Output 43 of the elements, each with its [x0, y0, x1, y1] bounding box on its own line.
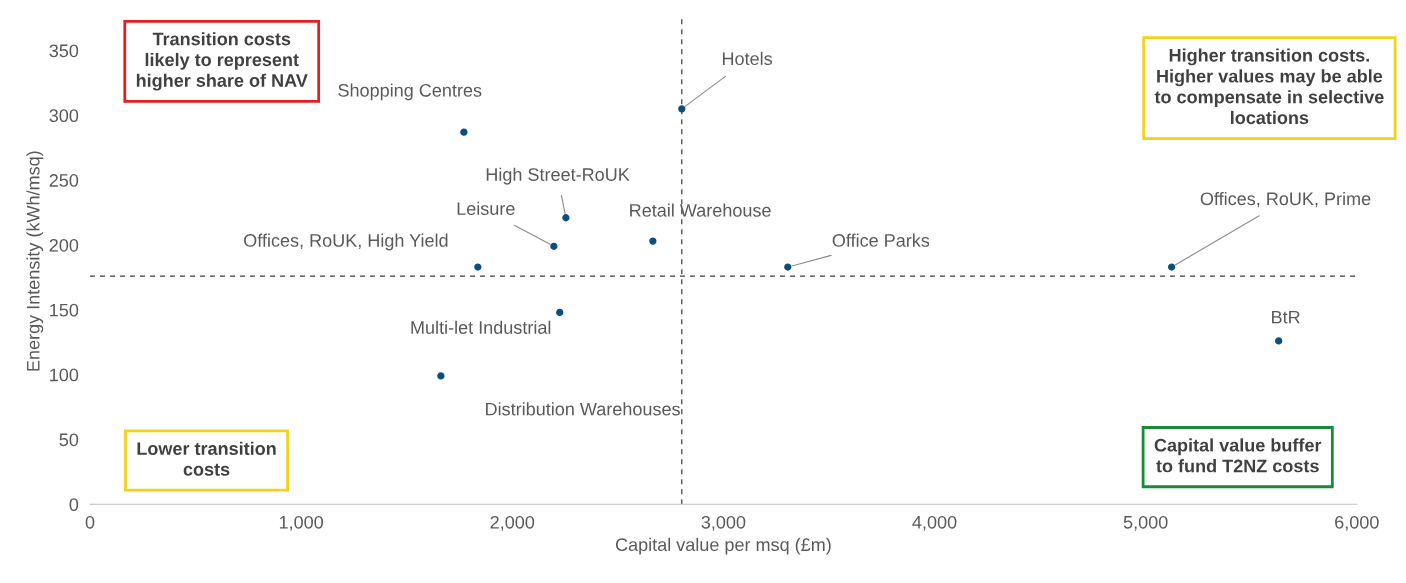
- y-tick-label: 150: [50, 303, 79, 317]
- y-tick-label: 350: [49, 44, 79, 58]
- x-tick-label: 3,000: [701, 515, 746, 531]
- y-tick-label: 100: [50, 368, 79, 382]
- y-tick-label: 50: [59, 433, 79, 447]
- annotation: Capital value buffer to fund T2NZ costs: [1154, 438, 1322, 473]
- point: [437, 372, 445, 380]
- point: [649, 237, 657, 245]
- annotation: Multi-let Industrial: [411, 320, 551, 334]
- x-axis-title: Capital value per msq (£m): [615, 537, 831, 555]
- y-tick-label: 0: [69, 498, 79, 512]
- x-tick-label: 4,000: [912, 515, 957, 531]
- annotation: Leisure: [457, 201, 515, 216]
- annotation: Shopping Centres: [338, 83, 482, 101]
- annotation: Retail Warehouse: [630, 203, 771, 217]
- x-tick-label: 2,000: [490, 515, 535, 531]
- point: [562, 214, 570, 222]
- point: [1167, 263, 1176, 271]
- annotation: Transition costs likely to represent higher share of NAV: [136, 32, 308, 91]
- point: [556, 308, 564, 317]
- point: [1275, 337, 1283, 345]
- x-tick-label: 0: [85, 515, 95, 529]
- point: [784, 263, 792, 271]
- x-tick-label: 5,000: [1123, 515, 1168, 531]
- point: [678, 105, 686, 113]
- annotation: BtR: [1272, 310, 1300, 324]
- y-tick-label: 300: [49, 109, 79, 123]
- y-tick-label: 200: [49, 238, 79, 252]
- annotation: Hotels: [722, 51, 773, 66]
- point: [550, 242, 558, 250]
- annotation: Higher transition costs. Higher values may be able to compensate in selective locations: [1154, 48, 1384, 125]
- y-axis-title: Energy Intensity (kWh/msq): [26, 151, 44, 371]
- point: [474, 263, 482, 271]
- x-tick-label: 1,000: [279, 515, 324, 531]
- y-tick-label: 250: [49, 174, 79, 187]
- annotation: Distribution Warehouses: [486, 402, 680, 416]
- annotation: Office Parks: [832, 233, 930, 247]
- annotation: Offices, RoUK, High Yield: [244, 233, 448, 251]
- x-tick-label: 6,000: [1335, 515, 1379, 531]
- annotation: Offices, RoUK, Prime: [1200, 191, 1371, 208]
- point: [460, 128, 468, 136]
- annotation: Lower transition costs: [137, 441, 276, 476]
- annotation: High Street-RoUK: [486, 167, 630, 185]
